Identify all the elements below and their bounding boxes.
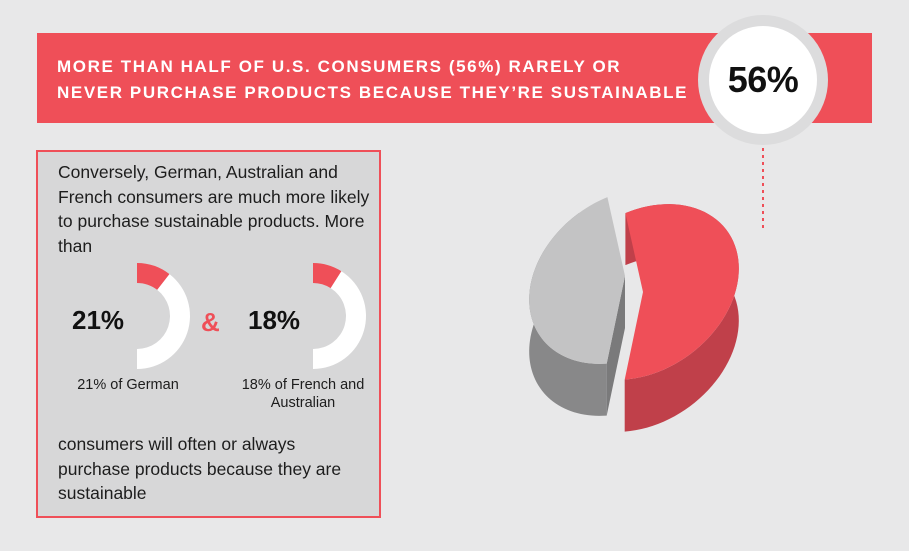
pie-slice-grey	[529, 197, 625, 364]
headline-text: MORE THAN HALF OF U.S. CONSUMERS (56%) R…	[57, 54, 697, 106]
german-donut	[137, 263, 191, 369]
ampersand: &	[201, 307, 220, 337]
outro-text: consumers will often or always purchase …	[58, 434, 342, 503]
us-pie-chart	[529, 148, 764, 432]
highlight-value: 56%	[727, 59, 799, 100]
german-caption: 21% of German	[77, 377, 179, 393]
donut-highlight-slice	[137, 263, 170, 290]
french-australian-caption: 18% of French and Australian	[241, 377, 365, 411]
headline-line-1: MORE THAN HALF OF U.S. CONSUMERS (56%) R…	[57, 57, 622, 76]
french-australian-donut	[313, 263, 366, 369]
german-value: 21%	[72, 305, 125, 335]
headline-line-2: NEVER PURCHASE PRODUCTS BECAUSE THEY’RE …	[57, 83, 689, 102]
donut-highlight-slice	[313, 263, 342, 289]
pie-slice-grey-cut	[606, 276, 625, 416]
highlight-badge: 56%	[698, 15, 828, 145]
donut-remaining-slice	[137, 274, 191, 369]
pie-slice-red	[624, 204, 739, 380]
french-australian-value: 18%	[248, 305, 301, 335]
donut-remaining-slice	[313, 271, 366, 369]
intro-text: Conversely, German, Australian and Frenc…	[58, 162, 370, 256]
info-box: Conversely, German, Australian and Frenc…	[36, 150, 381, 518]
